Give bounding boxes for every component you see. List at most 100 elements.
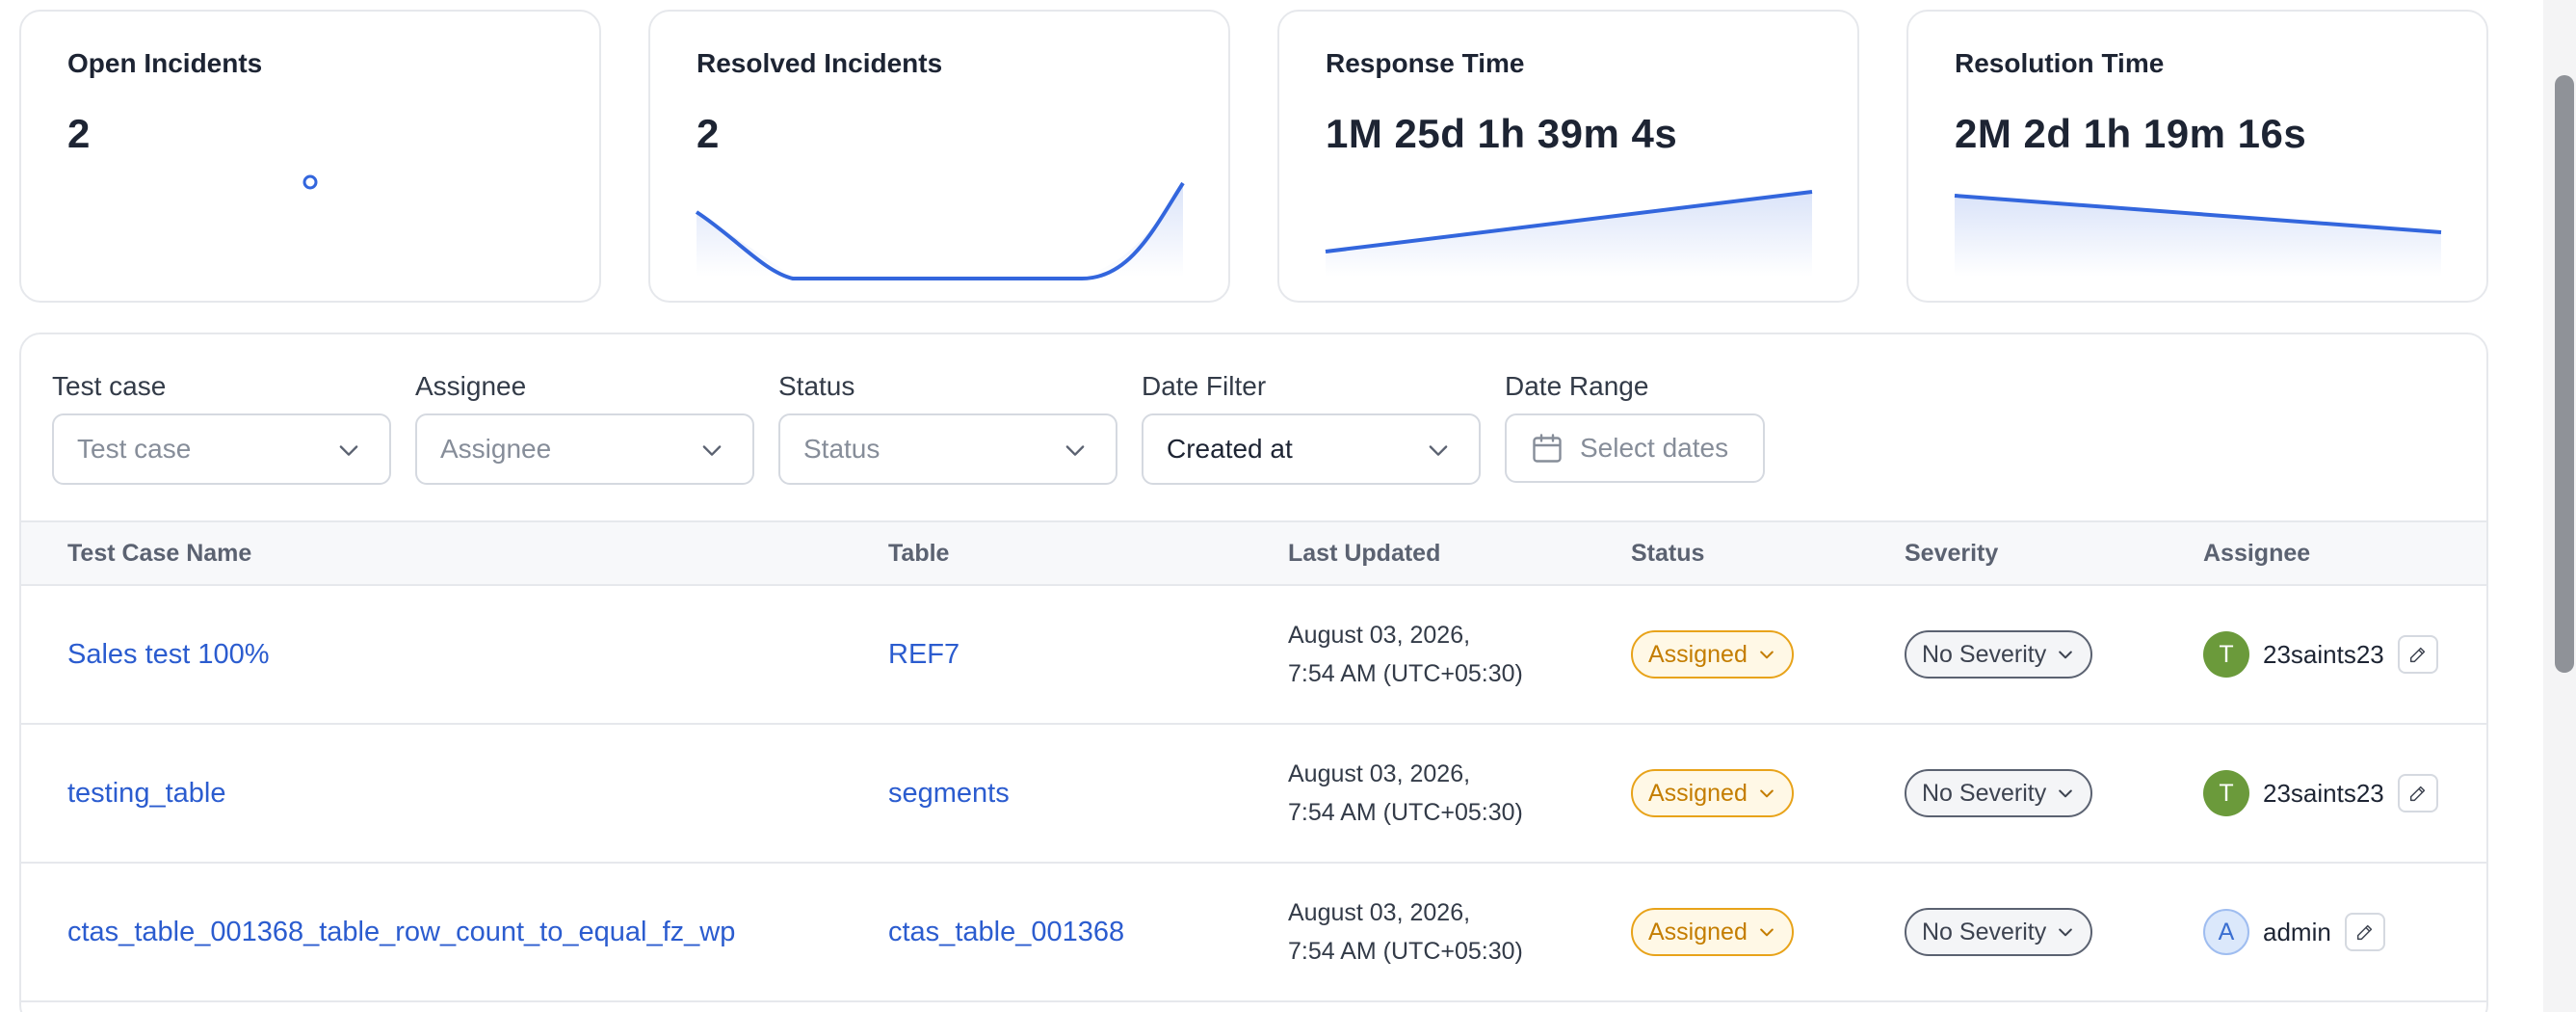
test-case-select[interactable]: Test case [52,413,391,485]
column-header-table[interactable]: Table [888,540,950,567]
chevron-down-icon [339,445,358,456]
table-row: Sales test 100% REF7 August 03, 2026, 7:… [21,586,2486,725]
date-range-picker[interactable]: Select dates [1505,413,1765,483]
open-incidents-card: Open Incidents 2 [19,10,601,303]
column-header-assignee[interactable]: Assignee [2203,540,2311,567]
status-filter: Status Status [778,367,1117,485]
status-label: Assigned [1648,640,1748,668]
filter-label: Assignee [415,371,527,401]
filter-label: Date Filter [1142,371,1267,401]
open-incidents-sparkline [302,174,318,190]
status-dropdown[interactable]: Assigned [1631,769,1794,817]
column-header-severity[interactable]: Severity [1905,540,1999,567]
card-value: 2M 2d 1h 19m 16s [1955,111,2307,156]
chevron-down-icon [1429,445,1448,456]
chevron-down-icon [1760,789,1774,798]
sparkline-line [1954,194,2442,234]
sparkline-area [1955,196,2441,277]
time-line: 7:54 AM (UTC+05:30) [1288,938,1523,965]
test-case-link[interactable]: testing_table [67,777,226,809]
card-value: 2 [67,111,91,156]
severity-dropdown[interactable]: No Severity [1905,908,2093,956]
sparkline-area [697,183,1183,277]
severity-cell: No Severity [1905,864,2093,1000]
chevron-down-icon [2059,928,2073,937]
edit-assignee-button[interactable] [2397,635,2438,674]
select-value: Created at [1167,434,1293,464]
select-placeholder: Assignee [440,434,552,464]
filter-label: Status [778,371,855,401]
table-cell: ctas_table_001368 [888,864,1124,1000]
table-row: ctas_table_001368_table_row_count_to_equ… [21,864,2486,1002]
column-header-test-case-name[interactable]: Test Case Name [67,540,252,567]
assignee-name: 23saints23 [2263,778,2384,808]
status-dropdown[interactable]: Assigned [1631,630,1794,679]
sparkline-line [1325,190,1813,253]
assignee-cell: A admin [2203,864,2385,1000]
status-label: Assigned [1648,779,1748,807]
severity-label: No Severity [1922,918,2047,945]
card-value: 1M 25d 1h 39m 4s [1326,111,1678,156]
status-label: Assigned [1648,918,1748,945]
table-link[interactable]: segments [888,777,1010,809]
page-scrollbar-thumb[interactable] [2555,75,2574,673]
sparkline-point [302,174,318,190]
status-select[interactable]: Status [778,413,1117,485]
card-title: Open Incidents [67,48,263,78]
response-time-sparkline [1325,190,1813,277]
test-case-link[interactable]: Sales test 100% [67,638,270,670]
kpi-cards: Open Incidents 2 Resolved Incidents 2 Re… [19,10,2488,303]
date-line: August 03, 2026, [1288,899,1471,926]
severity-dropdown[interactable]: No Severity [1905,630,2093,679]
date-filter: Date Filter Created at [1142,367,1481,485]
resolution-time-sparkline [1954,194,2442,277]
chevron-down-icon [1760,651,1774,659]
last-updated-cell: August 03, 2026, 7:54 AM (UTC+05:30) [1288,864,1523,1000]
table-row: testing_table segments August 03, 2026, … [21,725,2486,864]
test-case-name-cell: testing_table [67,725,225,862]
table-cell: segments [888,725,1010,862]
date-range-placeholder: Select dates [1580,433,1729,463]
resolution-time-card: Resolution Time 2M 2d 1h 19m 16s [1906,10,2488,303]
card-title: Resolved Incidents [697,48,943,78]
severity-label: No Severity [1922,779,2047,807]
status-cell: Assigned [1631,725,1794,862]
status-dropdown[interactable]: Assigned [1631,908,1794,956]
pencil-icon [2356,924,2372,941]
response-time-card: Response Time 1M 25d 1h 39m 4s [1277,10,1859,303]
edit-assignee-button[interactable] [2344,913,2385,951]
table-link[interactable]: REF7 [888,638,960,670]
avatar: T [2203,770,2249,816]
pencil-icon [2409,647,2425,663]
time-line: 7:54 AM (UTC+05:30) [1288,799,1523,826]
assignee-filter: Assignee Assignee [415,367,754,485]
severity-cell: No Severity [1905,725,2093,862]
date-filter-select[interactable]: Created at [1142,413,1481,485]
table-header: Test Case Name Table Last Updated Status… [21,520,2486,586]
chevron-down-icon [2059,789,2073,798]
table-cell: REF7 [888,586,959,723]
test-case-link[interactable]: ctas_table_001368_table_row_count_to_equ… [67,916,736,947]
avatar: T [2203,631,2249,678]
assignee-select[interactable]: Assignee [415,413,754,485]
column-header-last-updated[interactable]: Last Updated [1288,540,1441,567]
date-line: August 03, 2026, [1288,622,1471,649]
table-link[interactable]: ctas_table_001368 [888,916,1125,947]
severity-dropdown[interactable]: No Severity [1905,769,2093,817]
status-cell: Assigned [1631,864,1794,1000]
sparkline-line [695,181,1185,280]
assignee-name: admin [2263,917,2331,946]
select-placeholder: Status [803,434,881,464]
filter-label: Date Range [1505,371,1649,401]
chevron-down-icon [1065,445,1085,456]
assignee-cell: T 23saints23 [2203,725,2438,862]
severity-label: No Severity [1922,640,2047,668]
test-case-filter: Test case Test case [52,367,391,485]
edit-assignee-button[interactable] [2397,774,2438,812]
avatar: A [2203,909,2249,955]
column-header-status[interactable]: Status [1631,540,1705,567]
date-range-filter: Date Range Select dates [1505,367,1765,483]
card-value: 2 [697,111,720,156]
chevron-down-icon [1760,928,1774,937]
status-cell: Assigned [1631,586,1794,723]
